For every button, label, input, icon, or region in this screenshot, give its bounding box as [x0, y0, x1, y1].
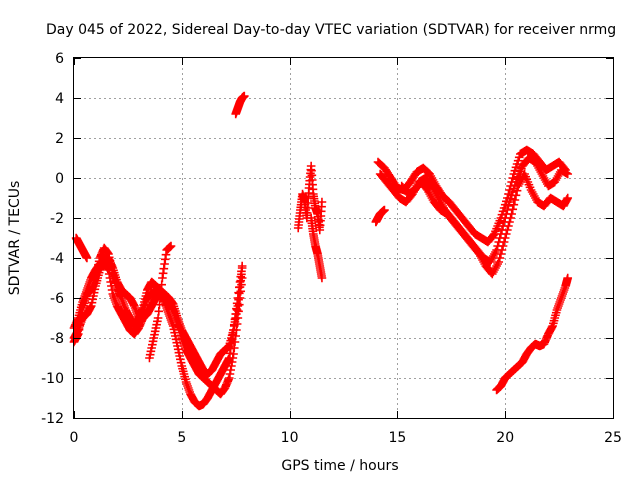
- data-point: [82, 253, 92, 263]
- y-tick-label: -6: [50, 291, 64, 307]
- y-axis-label: SDTVAR / TECUs: [7, 181, 23, 296]
- data-point: [511, 163, 521, 172]
- y-tick-label: 0: [55, 171, 64, 187]
- data-point: [505, 217, 514, 227]
- x-tick-label: 25: [604, 430, 622, 446]
- data-point: [508, 187, 518, 197]
- tick-labels: 0 5 10 15 20 25 -12 -10 -8 -6 -4 -2 0 2 4 6: [41, 51, 622, 446]
- x-axis-label: GPS time / hours: [281, 458, 398, 474]
- data-point: [506, 213, 515, 223]
- series-track-l: [397, 169, 573, 279]
- data-point: [155, 293, 165, 303]
- data-point: [380, 205, 389, 215]
- plot-frame: [73, 57, 614, 419]
- series-track-d: [71, 233, 92, 263]
- data-point: [157, 280, 166, 289]
- data-point: [154, 307, 164, 316]
- data-point: [563, 273, 573, 283]
- data-point: [497, 245, 507, 255]
- y-tick-label: -12: [41, 411, 64, 427]
- data-point: [156, 287, 166, 296]
- data-point: [508, 205, 518, 214]
- data-point: [494, 257, 504, 267]
- data-point: [500, 233, 510, 243]
- data-point: [504, 221, 513, 231]
- chart-title: Day 045 of 2022, Sidereal Day-to-day VTE…: [46, 22, 616, 38]
- data-point: [153, 313, 163, 323]
- y-tick-label: 6: [55, 51, 64, 67]
- x-tick-label: 20: [496, 430, 514, 446]
- x-tick-label: 15: [388, 430, 406, 446]
- data-point: [155, 300, 164, 309]
- data-point: [505, 197, 514, 207]
- data-point: [563, 193, 573, 203]
- grid-lines: [74, 58, 613, 418]
- data-point: [317, 197, 327, 207]
- series-track-i: [371, 205, 389, 227]
- y-tick-label: 2: [55, 131, 64, 147]
- data-point: [508, 173, 518, 183]
- data-point: [506, 194, 515, 203]
- data-point: [501, 229, 511, 239]
- x-tick-label: 5: [177, 430, 186, 446]
- data-point: [317, 273, 327, 283]
- data-point: [512, 186, 522, 195]
- data-point: [511, 191, 521, 200]
- y-tick-label: 4: [55, 91, 64, 107]
- data-point: [499, 237, 509, 247]
- data-point: [498, 241, 508, 251]
- data-point: [237, 261, 247, 271]
- series-track-h: [306, 213, 327, 283]
- y-tick-label: -2: [50, 211, 64, 227]
- y-tick-label: -8: [50, 331, 64, 347]
- y-tick-label: -10: [41, 371, 64, 387]
- series-track-j: [373, 145, 570, 247]
- series-track-g: [293, 161, 327, 235]
- data-point: [510, 195, 520, 205]
- data-marks: [69, 91, 573, 411]
- x-tick-label: 0: [70, 430, 79, 446]
- series-track-f: [231, 91, 249, 119]
- data-point: [240, 91, 249, 101]
- data-point: [495, 253, 505, 263]
- series-track-m: [492, 273, 573, 395]
- data-point: [509, 200, 519, 209]
- data-point: [513, 156, 523, 165]
- data-point: [504, 201, 513, 211]
- series-track-e: [145, 241, 176, 363]
- data-point: [504, 189, 513, 199]
- x-tick-label: 10: [281, 430, 299, 446]
- data-point: [563, 169, 573, 179]
- data-point: [166, 241, 176, 251]
- data-point: [496, 249, 506, 259]
- data-point: [507, 209, 516, 219]
- y-tick-label: -4: [50, 251, 64, 267]
- axis-ticks: [74, 58, 614, 419]
- data-point: [500, 200, 510, 209]
- data-point: [503, 225, 512, 235]
